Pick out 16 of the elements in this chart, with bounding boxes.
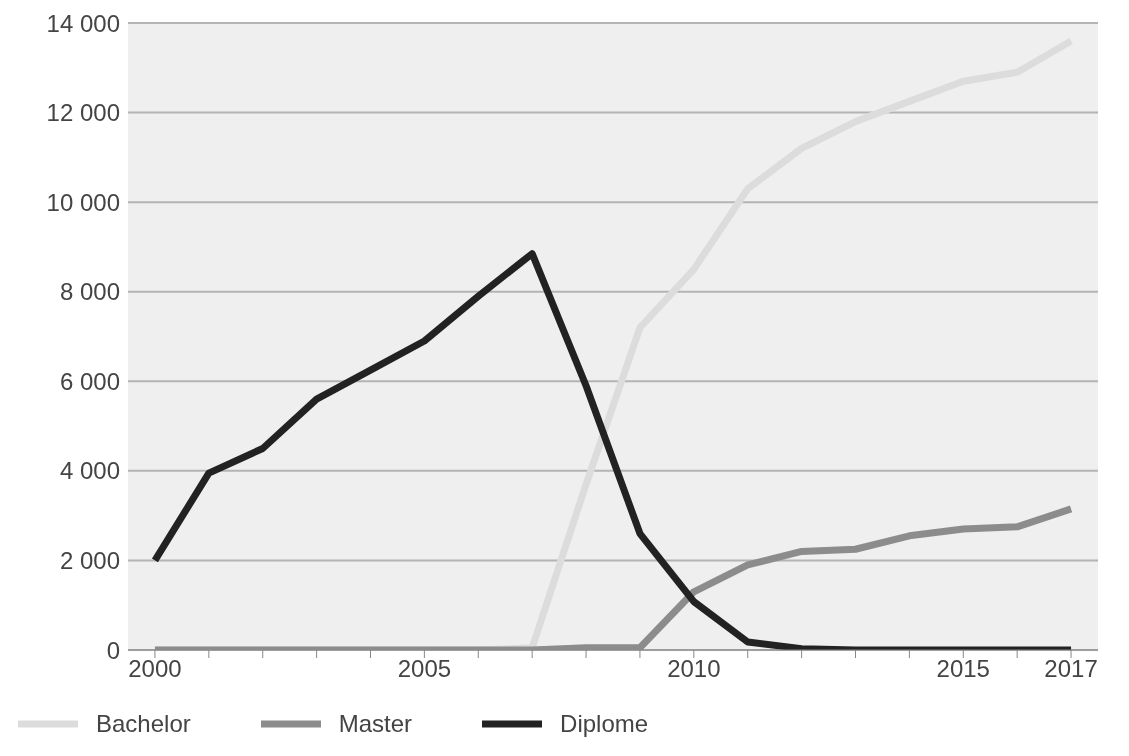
legend-label: Diplome bbox=[560, 710, 649, 738]
x-tick-label: 2010 bbox=[667, 655, 721, 683]
y-tick-label: 12 000 bbox=[46, 99, 120, 127]
x-tick-label: 2017 bbox=[1044, 655, 1098, 683]
x-tick-label: 2000 bbox=[128, 655, 182, 683]
x-tick-label: 2015 bbox=[936, 655, 990, 683]
y-tick-label: 14 000 bbox=[46, 9, 120, 37]
y-tick-label: 0 bbox=[106, 636, 120, 664]
y-tick-label: 2 000 bbox=[59, 546, 120, 574]
y-tick-label: 10 000 bbox=[46, 188, 120, 216]
y-tick-label: 6 000 bbox=[59, 367, 120, 395]
y-tick-label: 4 000 bbox=[59, 457, 120, 485]
x-tick-label: 2005 bbox=[397, 655, 452, 683]
legend-label: Master bbox=[338, 710, 413, 738]
legend-label: Bachelor bbox=[96, 710, 191, 738]
y-tick-label: 8 000 bbox=[59, 278, 120, 306]
